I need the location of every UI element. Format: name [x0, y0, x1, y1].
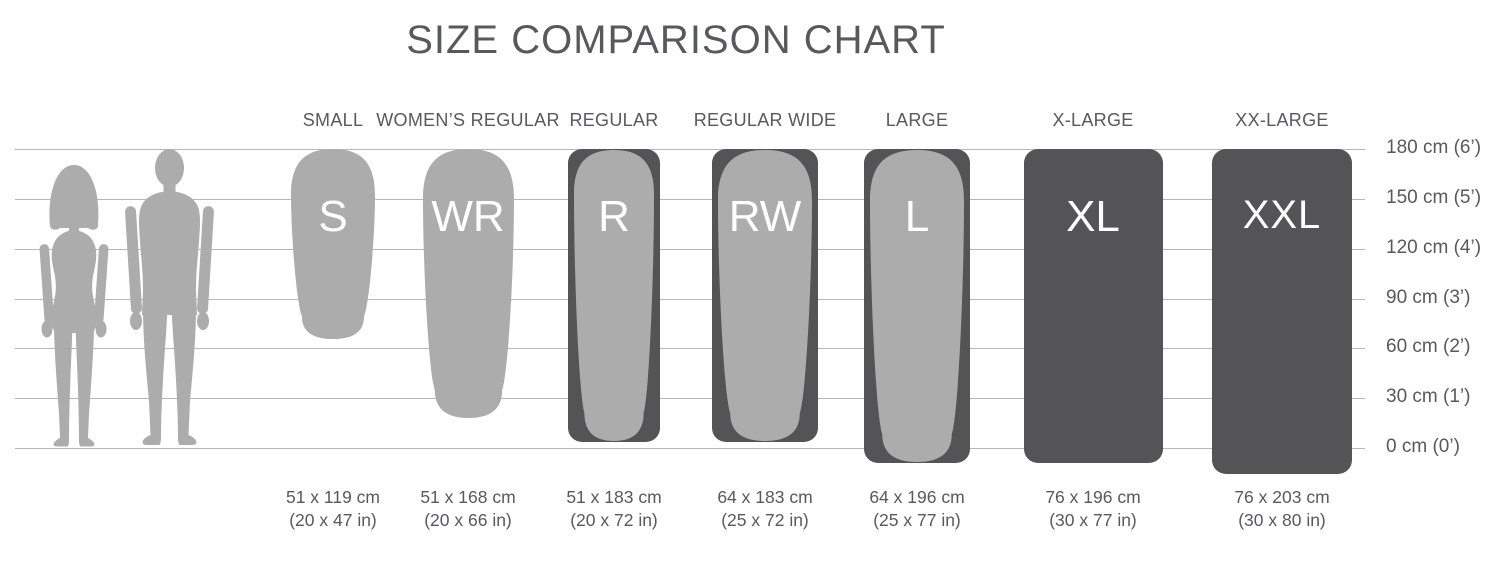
- pad-letter: S: [318, 192, 348, 241]
- dim-cm: 51 x 183 cm: [566, 487, 662, 507]
- pad-mummy-shape: [574, 150, 654, 441]
- pad-mummy-shape: [718, 150, 812, 441]
- pad-wr: WR: [422, 149, 514, 418]
- dim-cm: 76 x 203 cm: [1234, 487, 1330, 507]
- scale-tick-label: 0 cm (0’): [1386, 436, 1460, 457]
- column-header-wr: WOMEN’S REGULAR: [376, 110, 560, 130]
- dim-cm: 64 x 183 cm: [717, 487, 813, 507]
- dim-in: (30 x 77 in): [1049, 510, 1137, 530]
- grid-line: [15, 248, 1365, 250]
- pad-xxl: XXL: [1212, 149, 1352, 474]
- pad-s: S: [291, 149, 375, 339]
- dim-in: (25 x 72 in): [721, 510, 809, 530]
- pad-letter: RW: [728, 192, 802, 241]
- pad-letter: XL: [1066, 192, 1120, 241]
- dimension-label-xl: 76 x 196 cm (30 x 77 in): [973, 486, 1213, 532]
- scale-tick-label: 30 cm (1’): [1386, 386, 1471, 408]
- grid-line: [15, 198, 1365, 200]
- pad-l: L: [864, 149, 970, 463]
- dim-cm: 51 x 168 cm: [420, 487, 516, 507]
- dimension-label-l: 64 x 196 cm (25 x 77 in): [797, 486, 1037, 532]
- scale-tick-label: 150 cm (5’): [1386, 186, 1482, 208]
- dim-in: (30 x 80 in): [1238, 510, 1326, 530]
- dim-in: (20 x 66 in): [424, 510, 512, 530]
- dimension-label-r: 51 x 183 cm (20 x 72 in): [494, 486, 734, 532]
- scale-tick-label: 120 cm (4’): [1386, 236, 1482, 258]
- pad-dark-shape: [1023, 149, 1163, 463]
- grid-line: [15, 398, 1365, 400]
- pad-rw: RW: [712, 149, 818, 442]
- pad-letter: L: [904, 192, 930, 241]
- page-title: SIZE COMPARISON CHART: [406, 18, 946, 62]
- grid-line: [15, 298, 1365, 300]
- pad-letter: WR: [431, 192, 505, 241]
- column-header-xxl: XX-LARGE: [1235, 110, 1329, 130]
- column-header-xl: X-LARGE: [1052, 110, 1134, 130]
- dim-in: (25 x 77 in): [873, 510, 961, 530]
- dimension-label-wr: 51 x 168 cm (20 x 66 in): [348, 486, 588, 532]
- dim-cm: 51 x 119 cm: [285, 487, 381, 507]
- scale-tick-label: 60 cm (2’): [1386, 336, 1471, 358]
- dim-in: (20 x 72 in): [570, 510, 658, 530]
- grid-line: [15, 348, 1365, 350]
- grid-line: [15, 448, 1365, 449]
- pad-mummy-shape: [291, 149, 375, 339]
- dimension-label-xxl: 76 x 203 cm (30 x 80 in): [1162, 486, 1402, 532]
- pad-xl: XL: [1023, 149, 1163, 463]
- pad-letter: XXL: [1242, 193, 1322, 237]
- pad-dark-shape: [1212, 149, 1352, 474]
- scale-tick-label: 180 cm (6’): [1386, 137, 1482, 158]
- pad-letter: R: [598, 192, 630, 241]
- scale-tick-label: 90 cm (3’): [1386, 286, 1471, 308]
- grid-line: [15, 149, 1365, 150]
- pad-mummy-shape: [870, 150, 964, 462]
- woman-silhouette-icon: [39, 165, 109, 447]
- column-header-rw: REGULAR WIDE: [693, 110, 837, 130]
- dim-in: (20 x 47 in): [289, 510, 377, 530]
- pad-mummy-shape: [422, 149, 514, 418]
- dimension-label-s: 51 x 119 cm (20 x 47 in): [213, 486, 453, 532]
- dim-cm: 64 x 196 cm: [869, 487, 965, 507]
- dim-cm: 76 x 196 cm: [1045, 487, 1141, 507]
- man-silhouette-icon: [125, 149, 214, 445]
- column-header-r: REGULAR: [569, 110, 659, 130]
- column-header-s: SMALL: [302, 110, 364, 130]
- column-header-l: LARGE: [885, 110, 949, 130]
- pad-r: R: [568, 149, 660, 442]
- dimension-label-rw: 64 x 183 cm (25 x 72 in): [645, 486, 885, 532]
